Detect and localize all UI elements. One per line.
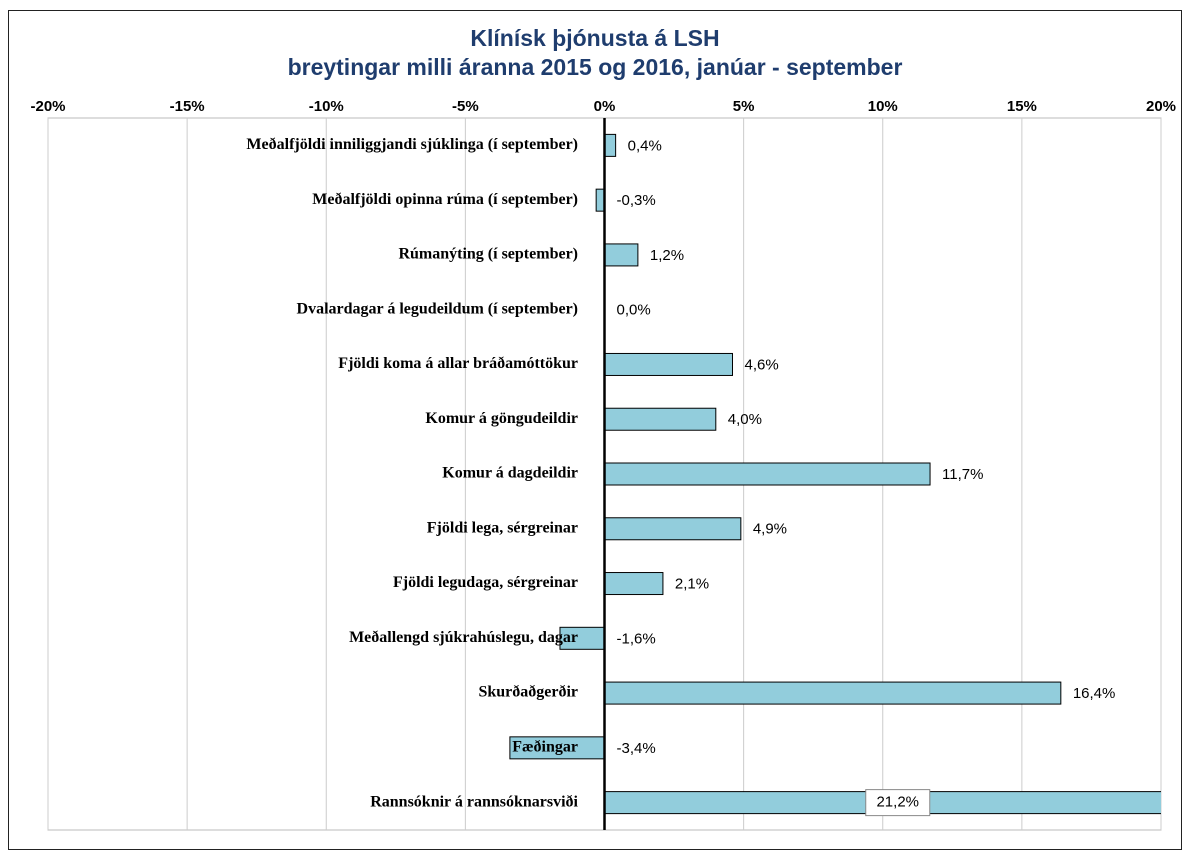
category-label: Meðalfjöldi opinna rúma (í september) [312, 191, 578, 208]
x-tick-label: 20% [1146, 98, 1176, 115]
category-label: Meðalfjöldi inniliggjandi sjúklinga (í s… [246, 136, 578, 153]
bar [604, 517, 742, 541]
category-label: Fæðingar [512, 739, 578, 756]
x-tick-label: -5% [452, 98, 479, 115]
value-label: -1,6% [617, 630, 656, 647]
bar [595, 188, 606, 212]
x-tick-label: 15% [1007, 98, 1037, 115]
value-label: 2,1% [675, 576, 709, 593]
value-label: 4,9% [753, 521, 787, 538]
category-label: Rúmanýting (í september) [398, 246, 578, 263]
value-label: -0,3% [617, 192, 656, 209]
x-tick-label: 0% [594, 98, 616, 115]
x-tick-label: -10% [309, 98, 344, 115]
value-label: 21,2% [876, 794, 919, 811]
bar [604, 462, 931, 486]
x-tick-label: -15% [170, 98, 205, 115]
bar [604, 133, 617, 157]
value-label: 4,0% [728, 411, 762, 428]
value-label: 16,4% [1073, 685, 1116, 702]
category-label: Fjöldi legudaga, sérgreinar [393, 574, 578, 591]
bar [604, 572, 664, 596]
category-label: Fjöldi koma á allar bráðamóttökur [338, 355, 578, 372]
value-label: 11,7% [942, 466, 983, 483]
x-tick-label: 10% [868, 98, 898, 115]
chart-title: Klínísk þjónusta á LSH [470, 25, 719, 51]
x-tick-label: -20% [30, 98, 65, 115]
value-label: 0,4% [628, 137, 662, 154]
bar [604, 407, 717, 431]
category-label: Skurðaðgerðir [478, 684, 578, 701]
category-label: Meðallengd sjúkrahúslegu, dagar [349, 629, 578, 646]
value-label: 0,0% [617, 302, 651, 319]
bar [604, 352, 733, 376]
category-label: Komur á dagdeildir [442, 465, 578, 482]
category-label: Komur á göngudeildir [425, 410, 578, 427]
bar [604, 243, 639, 267]
category-label: Dvalardagar á legudeildum (í september) [297, 300, 578, 317]
value-label: -3,4% [617, 740, 656, 757]
category-label: Fjöldi lega, sérgreinar [427, 519, 578, 536]
value-label-box [865, 789, 931, 817]
chart-subtitle: breytingar milli áranna 2015 og 2016, ja… [288, 54, 903, 80]
value-label: 1,2% [650, 247, 684, 264]
x-tick-label: 5% [733, 98, 755, 115]
category-label: Rannsóknir á rannsóknarsviði [370, 793, 578, 810]
value-label: 4,6% [744, 356, 778, 373]
bar [604, 681, 1062, 705]
